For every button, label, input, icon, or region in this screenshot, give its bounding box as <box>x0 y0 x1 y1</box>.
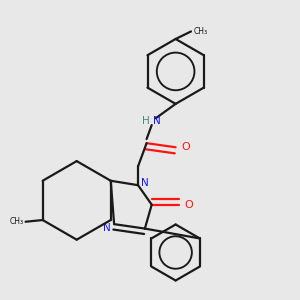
Text: N: N <box>103 223 111 232</box>
Text: N: N <box>153 116 161 126</box>
Text: CH₃: CH₃ <box>194 27 208 36</box>
Text: N: N <box>141 178 148 188</box>
Text: O: O <box>181 142 190 152</box>
Text: H: H <box>142 116 150 126</box>
Text: CH₃: CH₃ <box>10 217 24 226</box>
Text: O: O <box>184 200 193 210</box>
